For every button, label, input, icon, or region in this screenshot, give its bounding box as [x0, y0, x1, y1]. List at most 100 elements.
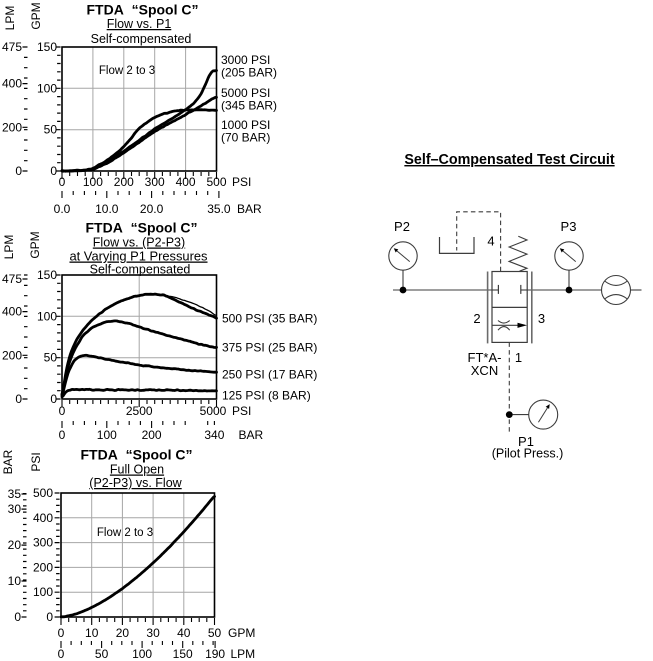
svg-text:500: 500: [33, 486, 53, 500]
svg-text:0: 0: [58, 647, 65, 661]
svg-text:Self-compensated: Self-compensated: [90, 263, 191, 277]
svg-text:LPM: LPM: [231, 647, 256, 661]
svg-text:0: 0: [58, 626, 65, 640]
svg-text:100: 100: [132, 647, 152, 661]
svg-text:125 PSI (8 BAR): 125 PSI (8 BAR): [222, 389, 311, 403]
svg-text:2500: 2500: [126, 404, 153, 418]
svg-text:LPM: LPM: [2, 235, 16, 260]
svg-text:100: 100: [33, 585, 53, 599]
svg-text:475: 475: [2, 40, 22, 54]
svg-text:150: 150: [37, 40, 57, 54]
svg-text:400: 400: [2, 77, 22, 91]
svg-text:BAR: BAR: [239, 428, 264, 442]
svg-text:Flow 2 to 3: Flow 2 to 3: [97, 527, 153, 539]
svg-text:FTDA “Spool C”: FTDA “Spool C”: [87, 2, 199, 18]
svg-text:20: 20: [8, 538, 22, 552]
svg-text:340: 340: [204, 428, 224, 442]
svg-text:50: 50: [44, 123, 58, 137]
svg-text:400: 400: [176, 175, 196, 189]
svg-text:P2: P2: [394, 219, 410, 234]
svg-text:GPM: GPM: [228, 626, 255, 640]
svg-text:250 PSI (17 BAR): 250 PSI (17 BAR): [222, 368, 317, 382]
svg-text:(205 BAR): (205 BAR): [221, 66, 277, 80]
svg-text:200: 200: [2, 120, 22, 134]
svg-text:5000: 5000: [200, 404, 227, 418]
svg-text:150: 150: [37, 268, 57, 282]
svg-text:20: 20: [116, 626, 130, 640]
svg-text:Flow vs. (P2-P3): Flow vs. (P2-P3): [93, 236, 185, 250]
svg-text:LPM: LPM: [3, 6, 17, 31]
svg-text:(Pilot Press.): (Pilot Press.): [492, 447, 564, 461]
svg-text:150: 150: [173, 647, 193, 661]
svg-text:(70 BAR): (70 BAR): [221, 131, 270, 145]
svg-text:3000 PSI: 3000 PSI: [221, 53, 270, 67]
svg-text:10: 10: [85, 626, 99, 640]
svg-text:(345 BAR): (345 BAR): [221, 99, 277, 113]
svg-text:0: 0: [59, 175, 66, 189]
svg-text:at Varying P1 Pressures: at Varying P1 Pressures: [69, 249, 207, 264]
svg-text:35: 35: [8, 487, 22, 501]
svg-text:35.0: 35.0: [207, 202, 231, 216]
svg-text:100: 100: [83, 175, 103, 189]
svg-text:0: 0: [59, 404, 66, 418]
svg-text:1000 PSI: 1000 PSI: [221, 118, 270, 132]
svg-text:Full Open: Full Open: [110, 463, 164, 477]
svg-text:50: 50: [44, 351, 58, 365]
svg-text:100: 100: [97, 428, 117, 442]
svg-text:40: 40: [177, 626, 191, 640]
svg-text:300: 300: [145, 175, 165, 189]
svg-text:5000 PSI: 5000 PSI: [221, 86, 270, 100]
svg-text:GPM: GPM: [28, 231, 42, 258]
svg-text:0: 0: [59, 428, 66, 442]
svg-text:XCN: XCN: [471, 363, 498, 378]
svg-text:0: 0: [15, 164, 22, 178]
svg-text:20.0: 20.0: [140, 202, 164, 216]
svg-text:Self-compensated: Self-compensated: [91, 32, 192, 46]
svg-text:1: 1: [515, 350, 522, 365]
svg-text:BAR: BAR: [1, 449, 15, 474]
svg-text:PSI: PSI: [29, 452, 43, 471]
svg-text:10: 10: [8, 574, 22, 588]
svg-text:P3: P3: [561, 219, 577, 234]
svg-text:475: 475: [2, 272, 22, 286]
svg-text:200: 200: [2, 348, 22, 362]
svg-text:300: 300: [33, 536, 53, 550]
svg-text:FTDA “Spool C”: FTDA “Spool C”: [86, 220, 198, 236]
svg-text:Flow vs. P1: Flow vs. P1: [107, 17, 172, 31]
svg-text:PSI: PSI: [232, 175, 251, 189]
svg-text:FT*A-: FT*A-: [468, 350, 502, 365]
svg-text:100: 100: [37, 81, 57, 95]
svg-text:0: 0: [46, 610, 53, 624]
svg-text:100: 100: [37, 309, 57, 323]
svg-text:500: 500: [206, 175, 226, 189]
svg-text:0: 0: [15, 392, 22, 406]
svg-text:50: 50: [95, 647, 109, 661]
svg-text:0: 0: [50, 164, 57, 178]
svg-text:400: 400: [33, 511, 53, 525]
svg-text:GPM: GPM: [29, 2, 43, 29]
svg-text:50: 50: [208, 626, 222, 640]
svg-text:Flow 2 to 3: Flow 2 to 3: [99, 65, 155, 77]
svg-text:200: 200: [114, 175, 134, 189]
svg-text:0: 0: [14, 610, 21, 624]
svg-text:30: 30: [8, 502, 22, 516]
svg-text:500 PSI (35 BAR): 500 PSI (35 BAR): [222, 312, 317, 326]
svg-text:4: 4: [487, 234, 494, 249]
svg-text:200: 200: [33, 560, 53, 574]
svg-text:3: 3: [538, 311, 545, 326]
svg-text:P1: P1: [518, 434, 534, 449]
svg-text:PSI: PSI: [232, 404, 251, 418]
svg-text:200: 200: [142, 428, 162, 442]
svg-text:BAR: BAR: [237, 202, 262, 216]
svg-text:190: 190: [205, 647, 225, 661]
svg-text:0: 0: [50, 392, 57, 406]
svg-text:0.0: 0.0: [54, 202, 71, 216]
svg-text:10.0: 10.0: [95, 202, 119, 216]
svg-text:2: 2: [473, 311, 480, 326]
svg-text:375 PSI (25 BAR): 375 PSI (25 BAR): [222, 341, 317, 355]
svg-text:400: 400: [2, 305, 22, 319]
svg-text:FTDA “Spool C”: FTDA “Spool C”: [81, 447, 193, 463]
svg-text:(P2-P3) vs. Flow: (P2-P3) vs. Flow: [89, 476, 182, 490]
svg-text:Self–Compensated Test Circuit: Self–Compensated Test Circuit: [404, 152, 615, 168]
svg-text:30: 30: [146, 626, 160, 640]
